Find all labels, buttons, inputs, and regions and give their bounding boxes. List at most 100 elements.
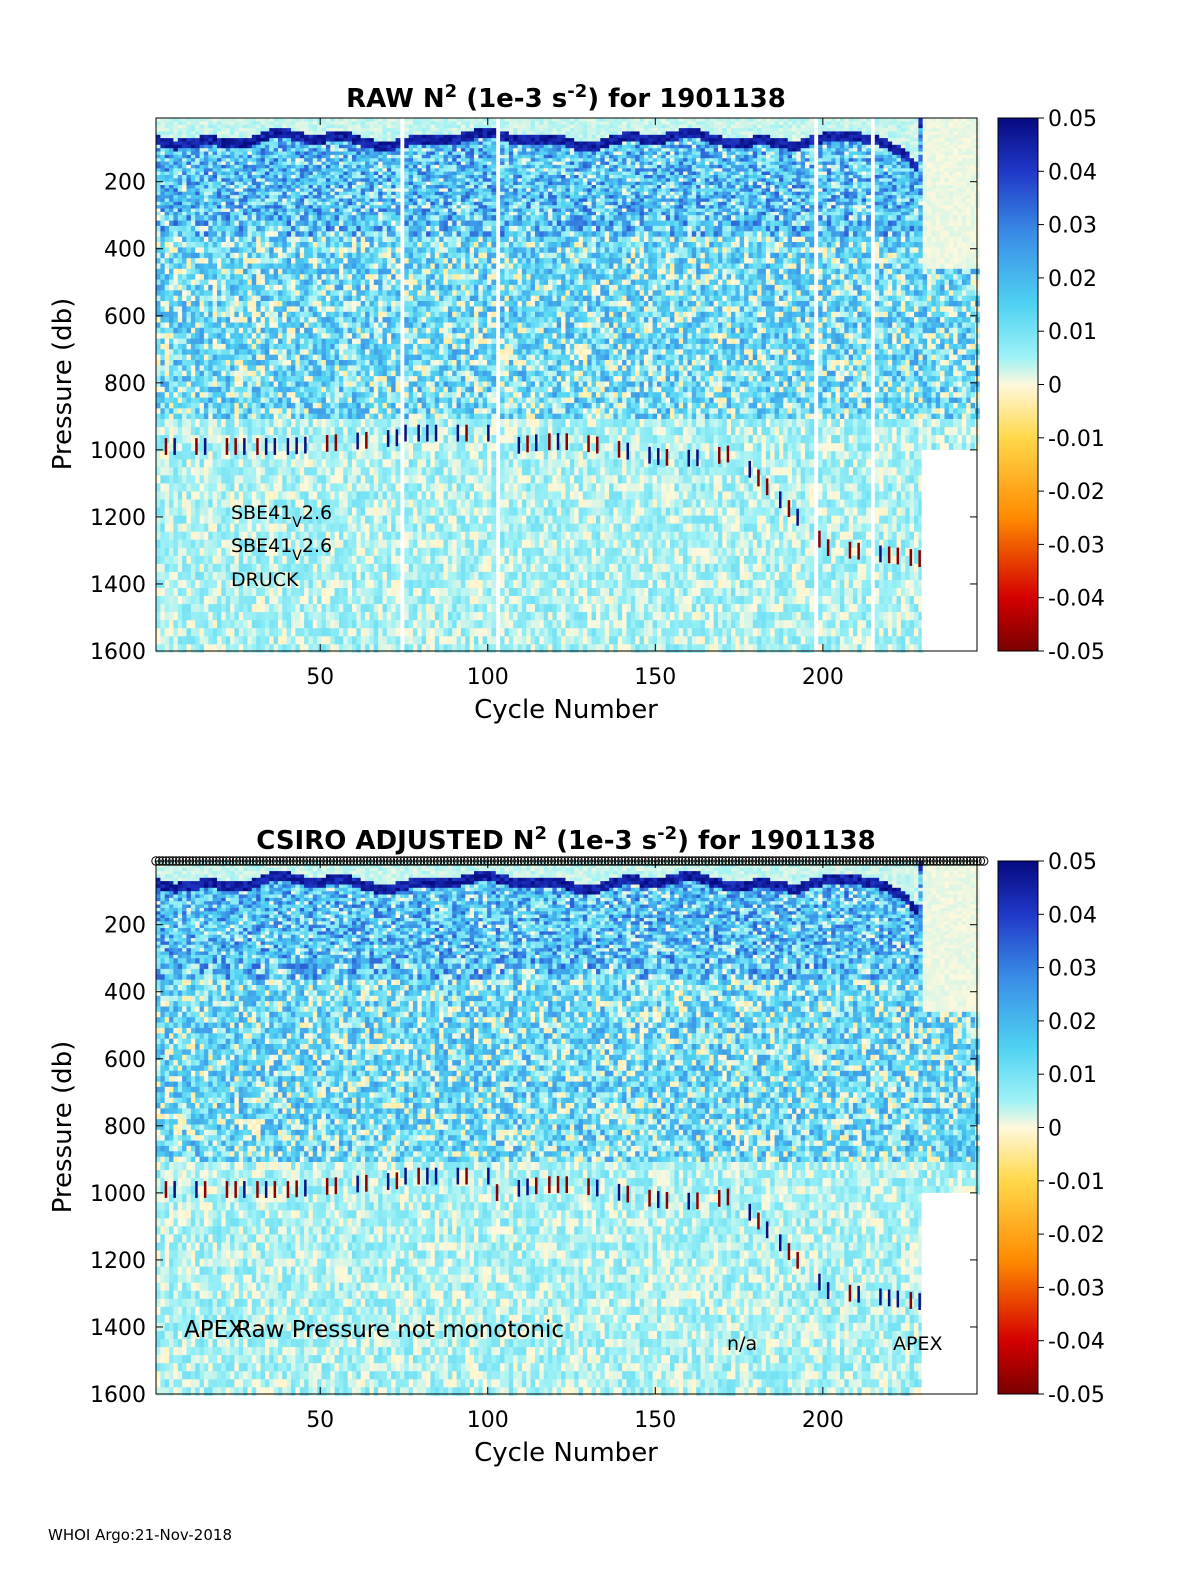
heatmap-cell xyxy=(178,158,183,162)
heatmap-cell xyxy=(178,274,183,280)
heatmap-cell xyxy=(178,142,183,146)
heatmap-cell xyxy=(200,280,205,286)
heatmap-cell xyxy=(169,387,174,393)
heatmap-cell xyxy=(230,360,235,366)
heatmap-cell xyxy=(248,131,253,135)
heatmap-cell xyxy=(156,524,161,532)
heatmap-cell xyxy=(182,199,187,203)
heatmap-cell xyxy=(165,360,170,366)
heatmap-cell xyxy=(156,237,161,243)
heatmap-cell xyxy=(191,258,196,264)
heatmap-cell xyxy=(200,242,205,248)
heatmap-cell xyxy=(230,155,235,159)
heatmap-cell xyxy=(191,382,196,388)
heatmap-cell xyxy=(256,148,261,152)
heatmap-cell xyxy=(269,185,274,189)
heatmap-cell xyxy=(230,333,235,339)
heatmap-cell xyxy=(239,253,244,259)
heatmap-cell xyxy=(195,376,200,382)
heatmap-cell xyxy=(178,328,183,334)
heatmap-cell xyxy=(234,165,239,169)
heatmap-cell xyxy=(252,360,257,366)
heatmap-cell xyxy=(191,168,196,172)
heatmap-cell xyxy=(165,355,170,361)
heatmap-cell xyxy=(160,274,165,280)
heatmap-cell xyxy=(248,152,253,156)
heatmap-cell xyxy=(173,135,178,139)
heatmap-cell xyxy=(256,556,261,564)
heatmap-cell xyxy=(169,508,174,516)
heatmap-cell xyxy=(187,231,192,237)
heatmap-cell xyxy=(248,182,253,186)
heatmap-cell xyxy=(208,596,213,604)
heatmap-cell xyxy=(187,355,192,361)
heatmap-cell xyxy=(239,301,244,307)
heatmap-cell xyxy=(204,500,209,508)
heatmap-cell xyxy=(173,620,178,628)
heatmap-cell xyxy=(169,524,174,532)
heatmap-cell xyxy=(234,376,239,382)
heatmap-cell xyxy=(187,142,192,146)
heatmap-cell xyxy=(248,125,253,129)
heatmap-cell xyxy=(160,188,165,192)
heatmap-cell xyxy=(204,188,209,192)
heatmap-cell xyxy=(178,301,183,307)
heatmap-cell xyxy=(208,135,213,139)
heatmap-cell xyxy=(265,312,270,318)
heatmap-cell xyxy=(261,349,266,355)
heatmap-cell xyxy=(221,128,226,132)
heatmap-cell xyxy=(248,403,253,409)
heatmap-cell xyxy=(213,145,218,149)
heatmap-cell xyxy=(200,148,205,152)
heatmap-cell xyxy=(230,459,235,467)
heatmap-cell xyxy=(208,612,213,620)
heatmap-cell xyxy=(269,155,274,159)
heatmap-cell xyxy=(252,306,257,312)
heatmap-cell xyxy=(191,131,196,135)
heatmap-cell xyxy=(191,280,196,286)
heatmap-cell xyxy=(160,508,165,516)
heatmap-cell xyxy=(239,148,244,152)
heatmap-cell xyxy=(269,596,274,604)
heatmap-cell xyxy=(204,438,207,455)
heatmap-cell xyxy=(256,158,261,162)
heatmap-cell xyxy=(252,269,257,275)
heatmap-cell xyxy=(217,221,222,227)
heatmap-cell xyxy=(213,620,218,628)
heatmap-cell xyxy=(265,301,270,307)
heatmap-cell xyxy=(265,192,270,196)
heatmap-cell xyxy=(178,443,183,451)
heatmap-cell xyxy=(200,199,205,203)
heatmap-cell xyxy=(269,221,274,227)
heatmap-cell xyxy=(191,548,196,556)
heatmap-cell xyxy=(191,221,196,227)
heatmap-cell xyxy=(182,339,187,345)
heatmap-cell xyxy=(248,317,253,323)
heatmap-cell xyxy=(195,612,200,620)
heatmap-cell xyxy=(187,264,192,270)
heatmap-cell xyxy=(204,317,209,323)
heatmap-cell xyxy=(204,135,209,139)
heatmap-cell xyxy=(221,221,226,227)
heatmap-cell xyxy=(248,612,253,620)
heatmap-cell xyxy=(213,483,218,491)
heatmap-cell xyxy=(173,414,178,420)
heatmap-cell xyxy=(265,387,270,393)
heatmap-cell xyxy=(252,376,257,382)
heatmap-cell xyxy=(173,253,178,259)
heatmap-cell xyxy=(265,242,270,248)
heatmap-cell xyxy=(178,306,183,312)
heatmap-cell xyxy=(252,209,257,213)
heatmap-cell xyxy=(265,365,270,371)
heatmap-cell xyxy=(230,182,235,186)
heatmap-cell xyxy=(221,182,226,186)
heatmap-cell xyxy=(187,451,192,459)
heatmap-cell xyxy=(234,253,239,259)
heatmap-cell xyxy=(182,155,187,159)
heatmap-cell xyxy=(256,168,261,172)
heatmap-cell xyxy=(169,382,174,388)
heatmap-cell xyxy=(187,371,192,377)
heatmap-cell xyxy=(230,628,235,636)
heatmap-cell xyxy=(256,195,261,199)
heatmap-cell xyxy=(226,237,231,243)
